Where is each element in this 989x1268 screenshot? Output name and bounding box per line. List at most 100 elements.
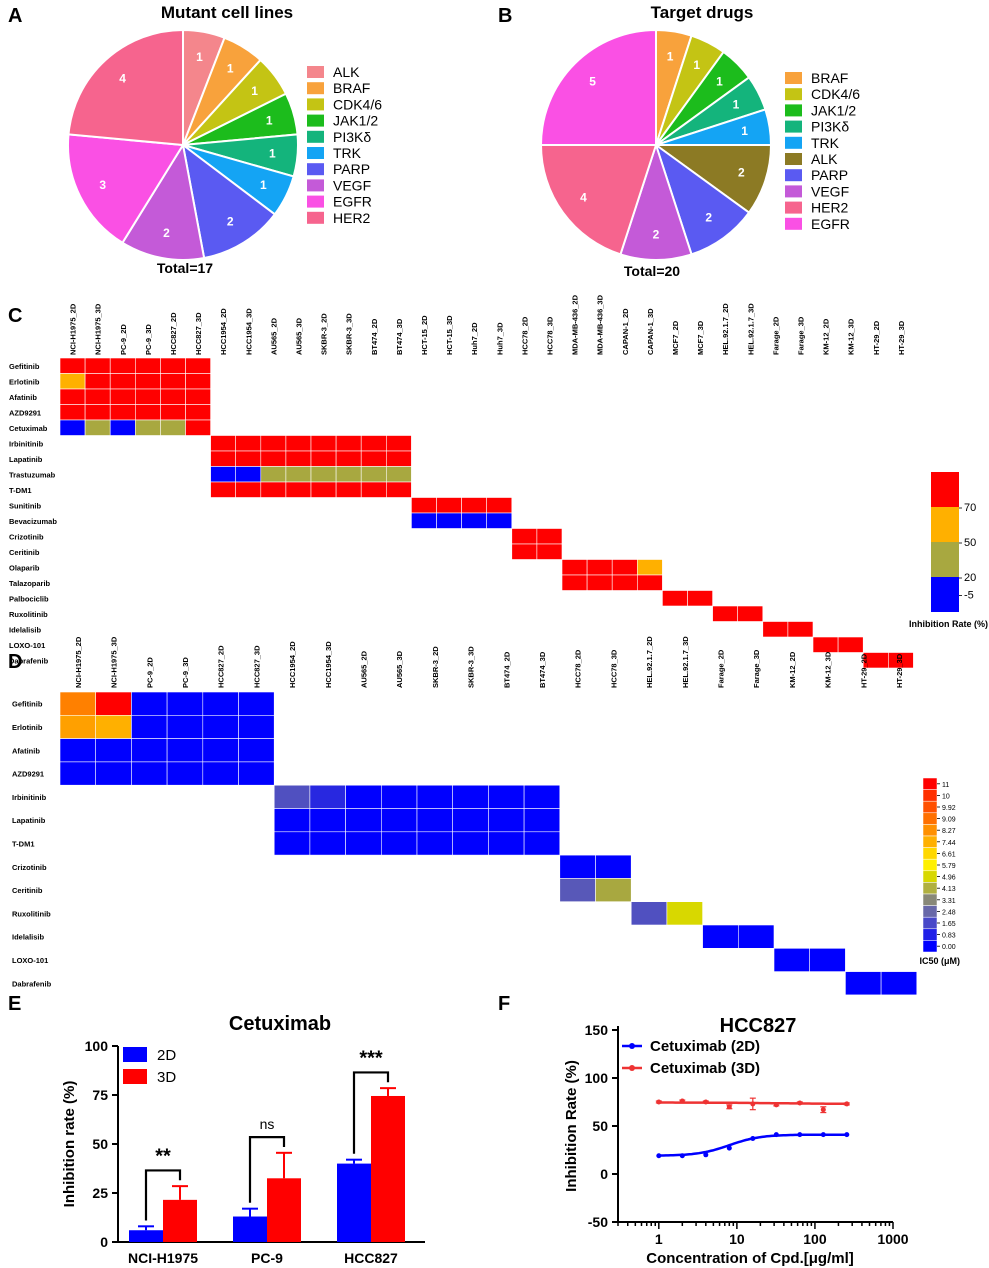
- column-label: AU565_2D: [359, 650, 368, 688]
- legend-label: PARP: [811, 167, 848, 183]
- heatmap-cell: [235, 450, 262, 467]
- x-tick-label: HCC827: [344, 1250, 398, 1266]
- chart-title: HCC827: [720, 1015, 797, 1037]
- colorbar-tick-label: 70: [964, 502, 976, 514]
- heatmap-cell: [160, 357, 186, 374]
- legend-label: Cetuximab (3D): [650, 1060, 760, 1077]
- heatmap-cell: [561, 574, 588, 591]
- heatmap-cell: [416, 831, 454, 856]
- y-tick-label: 100: [85, 1038, 109, 1054]
- heatmap-cell: [436, 497, 462, 514]
- heatmap-cell: [335, 481, 362, 498]
- heatmap-cell: [511, 543, 538, 560]
- heatmap-cell: [345, 831, 382, 856]
- legend-label: EGFR: [811, 216, 850, 232]
- heatmap-cell: [185, 373, 211, 390]
- heatmap-cell: [586, 574, 613, 591]
- heatmap-cell: [59, 357, 86, 374]
- heatmap-cell: [238, 761, 275, 786]
- column-label: MCF7_2D: [671, 320, 680, 355]
- heatmap-cell: [309, 784, 346, 809]
- row-label: Cetuximab: [9, 424, 48, 433]
- column-label: BT474_2D: [370, 318, 379, 355]
- bar: [337, 1163, 371, 1242]
- legend-swatch: [785, 153, 802, 165]
- legend-label: HER2: [811, 200, 849, 216]
- heatmap-cell: [160, 419, 186, 436]
- legend-swatch: [785, 72, 802, 84]
- colorbar-title: Inhibition Rate (%): [909, 619, 988, 629]
- column-label: Farage_2D: [771, 316, 780, 355]
- column-label: HCC827_3D: [194, 312, 203, 355]
- legend-swatch: [785, 185, 802, 198]
- colorbar-tick-label: 9.09: [942, 817, 956, 824]
- row-label: Dabrafenib: [9, 656, 49, 665]
- bar: [371, 1095, 405, 1242]
- panel-letter: C: [8, 305, 22, 327]
- y-tick-label: 50: [592, 1118, 608, 1134]
- legend-swatch: [785, 136, 802, 149]
- heatmap-c: NCI-H1975_2D NCI-H1975_3D PC-9_2D PC-9_3D HC…: [9, 294, 988, 669]
- legend-label: 2D: [157, 1047, 176, 1064]
- heatmap-cell: [238, 714, 275, 739]
- colorbar-segment: [931, 472, 959, 507]
- heatmap-cell: [135, 373, 161, 390]
- slice-value-label: 1: [266, 113, 273, 127]
- legend-label: JAK1/2: [333, 113, 378, 129]
- heatmap-cell: [486, 497, 513, 514]
- data-point: [820, 1132, 826, 1138]
- legend-swatch: [785, 201, 802, 214]
- colorbar-tick-label: 7.44: [942, 840, 956, 847]
- legend-swatch: [307, 163, 324, 176]
- colorbar-tick-label: 3.31: [942, 898, 956, 905]
- data-point: [703, 1152, 709, 1158]
- heatmap-cell: [202, 691, 239, 716]
- heatmap-cell: [166, 691, 204, 716]
- heatmap-cell: [662, 590, 688, 607]
- row-label: Dabrafenib: [12, 979, 52, 988]
- slice-value-label: 2: [163, 226, 170, 240]
- colorbar-tick-label: 5.79: [942, 863, 956, 870]
- heatmap-cell: [461, 497, 488, 514]
- significance-bracket: [144, 1169, 182, 1221]
- y-tick-label: 150: [585, 1022, 609, 1038]
- slice-value-label: 2: [705, 211, 712, 225]
- heatmap-cell: [309, 831, 346, 856]
- slice-value-label: 1: [693, 58, 700, 72]
- heatmap-cell: [310, 450, 337, 467]
- legend-swatch: [123, 1069, 147, 1084]
- pie-chart-a: Mutant cell lines Total=17 1 1 1 1 1 1 2 2 3 4 ALKBR…: [67, 3, 382, 276]
- legend-swatch: [307, 179, 324, 192]
- chart-title: Cetuximab: [229, 1013, 331, 1035]
- legend-label: ALK: [333, 64, 360, 80]
- colorbar-title: IC50 (μM): [919, 956, 960, 966]
- heatmap-cell: [285, 466, 312, 483]
- heatmap-cell: [345, 784, 382, 809]
- heatmap-cell: [630, 901, 668, 926]
- heatmap-cell: [185, 388, 211, 405]
- column-label: Huh7_2D: [470, 322, 479, 355]
- heatmap-cell: [385, 466, 412, 483]
- heatmap-cell: [84, 419, 111, 436]
- heatmap-cell: [135, 404, 161, 421]
- heatmap-cell: [235, 435, 262, 452]
- heatmap-cell: [561, 559, 588, 576]
- legend-label: BRAF: [333, 80, 370, 96]
- data-point: [797, 1132, 803, 1138]
- slice-value-label: 1: [269, 146, 276, 160]
- colorbar-segment: [922, 882, 938, 895]
- legend-label: VEGF: [811, 183, 849, 199]
- heatmap-cell: [59, 419, 86, 436]
- heatmap-cell: [309, 808, 346, 833]
- legend-swatch: [307, 130, 324, 143]
- row-label: Idelalisib: [9, 625, 42, 634]
- heatmap-cell: [523, 784, 561, 809]
- heatmap-cell: [380, 831, 418, 856]
- bar-chart-e: Cetuximab Inhibition rate (%) 0 25 50 75 100 NC…: [61, 1013, 425, 1266]
- column-label: HT-29_3D: [895, 653, 904, 688]
- row-label: Ruxolitinib: [12, 909, 51, 918]
- colorbar-tick-label: 0.83: [942, 933, 956, 940]
- data-point: [726, 1145, 732, 1151]
